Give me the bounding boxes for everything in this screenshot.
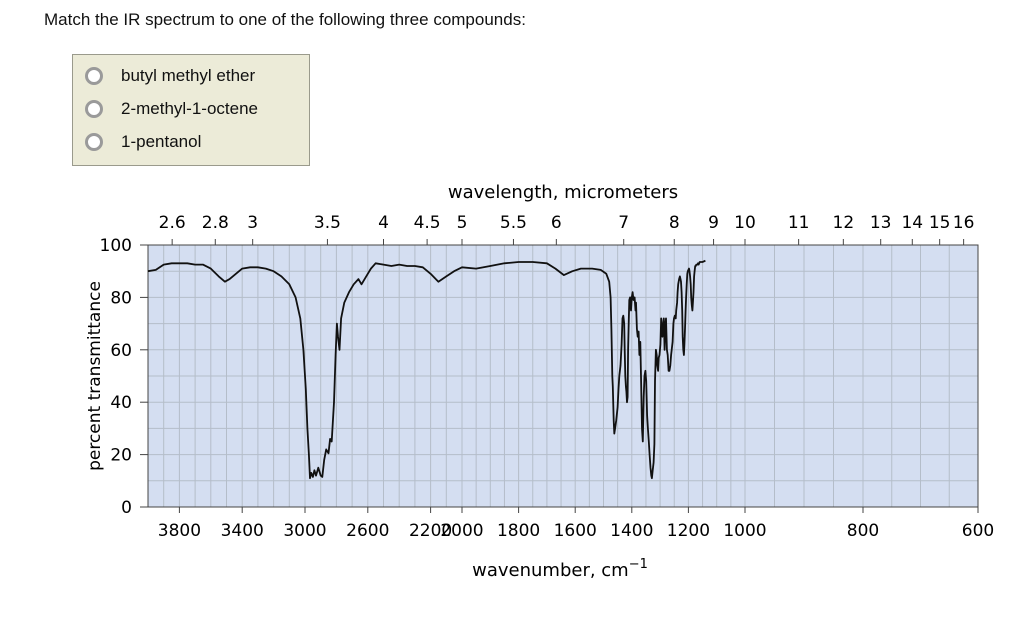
top-tick-label: 10 xyxy=(734,213,756,233)
y-tick-label: 60 xyxy=(110,341,132,361)
option-1-pentanol[interactable]: 1-pentanol xyxy=(85,127,201,157)
top-tick-label: 5 xyxy=(457,213,468,233)
option-label: 1-pentanol xyxy=(121,132,202,151)
x-tick-label: 1800 xyxy=(497,521,540,541)
top-tick-label: 12 xyxy=(833,213,855,233)
grid-lines xyxy=(148,245,978,507)
x-tick-label: 1200 xyxy=(667,521,710,541)
option-label: 2-methyl-1-octene xyxy=(121,99,259,118)
question-text: Match the IR spectrum to one of the foll… xyxy=(44,10,526,29)
x-axis-label-superscript: −1 xyxy=(629,557,648,572)
x-tick-label: 3800 xyxy=(158,521,201,541)
top-tick-label: 3.5 xyxy=(314,213,341,233)
radio-button[interactable] xyxy=(85,67,103,85)
y-tick-label: 20 xyxy=(110,446,132,466)
radio-button[interactable] xyxy=(85,100,103,118)
plot-frame xyxy=(147,244,979,508)
ir-spectrum-chart: wavelength, micrometers 2.6 2.8 3 3.5 4 4.5 5 5… xyxy=(85,182,994,581)
x-tick-label: 800 xyxy=(847,521,879,541)
top-tick-label: 15 xyxy=(929,213,951,233)
y-tick-labels: 0 20 40 60 80 100 xyxy=(100,236,148,518)
top-tick-label: 2.6 xyxy=(159,213,186,233)
top-tick-label: 3 xyxy=(247,213,258,233)
x-tick-label: 2600 xyxy=(346,521,389,541)
top-tick-label: 11 xyxy=(788,213,810,233)
y-tick-label: 100 xyxy=(100,236,132,256)
x-tick-label: 1600 xyxy=(554,521,597,541)
y-tick-label: 0 xyxy=(121,498,132,518)
top-tick-label: 4 xyxy=(378,213,389,233)
top-tick-label: 16 xyxy=(953,213,975,233)
x-tick-label: 3000 xyxy=(283,521,326,541)
x-tick-label: 600 xyxy=(962,521,994,541)
x-tick-label: 1400 xyxy=(610,521,653,541)
x-tick-label: 1000 xyxy=(723,521,766,541)
top-tick-label: 5.5 xyxy=(500,213,527,233)
option-label: butyl methyl ether xyxy=(121,66,256,85)
top-tick-labels: 2.6 2.8 3 3.5 4 4.5 5 5.5 6 7 8 9 10 11 12 13 14 15 16 xyxy=(159,213,975,245)
option-2-methyl-1-octene[interactable]: 2-methyl-1-octene xyxy=(85,94,258,124)
radio-button[interactable] xyxy=(85,133,103,151)
top-tick-label: 6 xyxy=(551,213,562,233)
x-tick-label: 2200 xyxy=(409,521,452,541)
y-tick-label: 80 xyxy=(110,288,132,308)
spectrum-line xyxy=(147,259,706,480)
answer-options: butyl methyl ether 2-methyl-1-octene 1-p… xyxy=(72,54,310,166)
x-tick-label: 3400 xyxy=(221,521,264,541)
x-axis-label: wavenumber, cm−1 xyxy=(472,557,648,581)
top-tick-label: 4.5 xyxy=(414,213,441,233)
x-axis-label-main: wavenumber, cm xyxy=(472,560,629,581)
x-tick-label: 2000 xyxy=(440,521,483,541)
y-tick-label: 40 xyxy=(110,393,132,413)
option-butyl-methyl-ether[interactable]: butyl methyl ether xyxy=(85,61,255,91)
top-tick-label: 2.8 xyxy=(202,213,229,233)
y-axis-label: percent transmittance xyxy=(85,281,105,471)
top-tick-label: 8 xyxy=(669,213,680,233)
top-tick-label: 14 xyxy=(901,213,923,233)
top-tick-label: 9 xyxy=(708,213,719,233)
top-tick-label: 7 xyxy=(618,213,629,233)
top-axis-label: wavelength, micrometers xyxy=(448,182,678,203)
top-tick-label: 13 xyxy=(870,213,892,233)
